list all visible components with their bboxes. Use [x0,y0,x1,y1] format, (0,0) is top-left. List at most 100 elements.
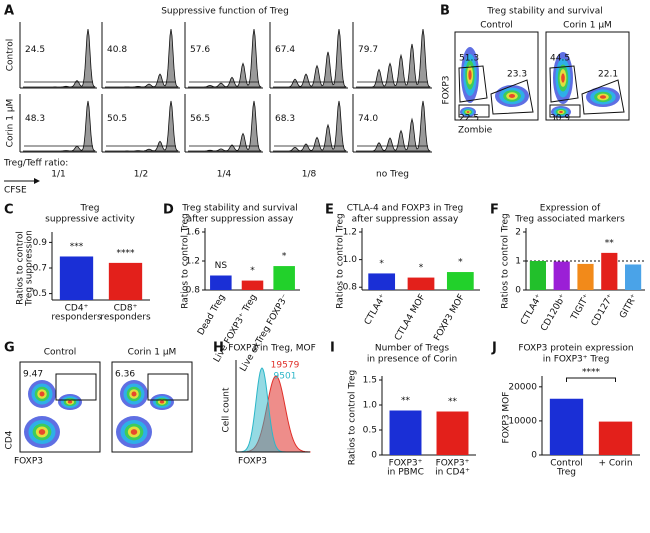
significance-label: * [250,266,255,276]
legend-label: 9501 [274,372,297,382]
bar [389,410,422,455]
x-tick-label: CD4⁺ [65,304,89,314]
significance-label: * [282,252,287,262]
density-blob [38,429,46,435]
x-tick-label: FOXP3 MOF [432,293,467,343]
gate-value: 44.5 [550,54,570,64]
row-label: Corin 1 μM [6,99,16,148]
density-blob [159,400,165,404]
y-axis-label: Ratios to control Treg [181,213,191,309]
x-tick-label: TIGIT⁺ [569,293,592,323]
bar [601,252,618,290]
density-blob [130,429,138,435]
bar [553,261,570,290]
x-tick-label: FOXP3⁺ [389,459,423,469]
panel-letter: G [4,341,15,356]
x-tick-label: responders [51,313,102,323]
x-tick-label: CD127⁺ [590,293,616,329]
ratio-value: no Treg [376,170,409,180]
gate-value: 40.8 [107,45,127,55]
bar [108,262,143,300]
legend-label: 19579 [271,361,300,371]
x-tick-label: CTLA4 MOF [393,293,428,343]
y-tick-label: 1.0 [363,401,378,411]
density-blob [67,400,73,404]
panel-title: Suppressive function of Treg [161,7,289,17]
significance-label: * [379,259,384,269]
gate [147,373,189,401]
significance-label: *** [70,242,84,252]
panel-title: Treg stability and survival [486,7,603,17]
x-tick-label: + Corin [598,459,632,469]
x-tick-label: Treg [556,468,576,478]
density-blob [466,111,470,113]
bar [446,272,474,290]
y-tick-label: 1.5 [363,376,377,386]
bar [577,263,594,290]
x-tick-label: GITR⁺ [618,293,640,321]
histogram-shape [188,100,262,152]
panel-title: CTLA-4 and FOXP3 in Treg [347,204,463,214]
panel-title: Expression of [540,204,601,214]
panel-letter: A [4,4,14,19]
y-tick-label: 0 [371,451,377,461]
comparison-bracket [566,377,616,382]
x-tick-label: CD8⁺ [114,304,138,314]
axis-label: CD4 [5,430,15,449]
bar [368,273,396,290]
axis-label: FOXP3 [238,457,267,467]
y-tick-label: 0.9 [33,238,48,248]
bar [549,398,584,455]
x-tick-label: responders [100,313,151,323]
gate-value: 6.36 [115,370,135,380]
bar [273,266,295,290]
axis-label: FOXP3 [14,457,43,467]
gate [549,104,581,118]
y-axis-label: Ratios to control Treg [501,213,511,309]
y-tick-label: 1.6 [186,228,201,238]
panel-title: in presence of Corin [367,355,457,365]
panel-letter: J [491,341,497,356]
significance-label: **** [582,368,601,378]
panel-title: after suppression assay [187,215,294,225]
density-blob [468,69,472,81]
axis-label: Cell count [222,387,232,433]
density-blob [561,73,565,83]
y-axis-label: Ratios to control Treg [336,213,346,309]
panel-letter: E [325,203,334,218]
column-label: Corin 1 μM [128,348,177,358]
gate-value: 30.9 [550,114,570,124]
y-tick-label: 2 [515,228,521,238]
gate-value: 23.3 [507,70,527,80]
gate-value: 22.1 [598,70,618,80]
panel-title: in FOXP3⁺ Treg [543,355,610,365]
panel-letter: I [330,341,335,356]
gate [549,65,579,103]
bar [407,277,435,290]
y-tick-label: 20000 [508,382,537,392]
axis-label: CFSE [4,186,27,196]
y-axis-label: Treg suppression [25,230,35,307]
y-tick-label: 1.2 [343,228,357,238]
plot-frame [19,361,101,453]
histogram-shape [105,28,179,88]
gate [458,104,490,118]
plot-frame [545,31,630,121]
gate [490,79,534,115]
x-tick-label: CTLA4⁺ [363,293,389,327]
histogram-shape [105,100,179,152]
significance-label: ** [401,396,411,406]
gate-value: 67.4 [275,45,295,55]
bar [241,280,264,290]
panel-letter: F [490,203,499,218]
panel-letter: B [440,4,450,19]
panel-title: Treg associated markers [514,215,625,225]
bar [598,421,633,455]
bar [436,411,469,455]
y-tick-label: 10000 [508,416,537,426]
panel-title: Treg [80,204,100,214]
significance-label: * [419,263,424,273]
